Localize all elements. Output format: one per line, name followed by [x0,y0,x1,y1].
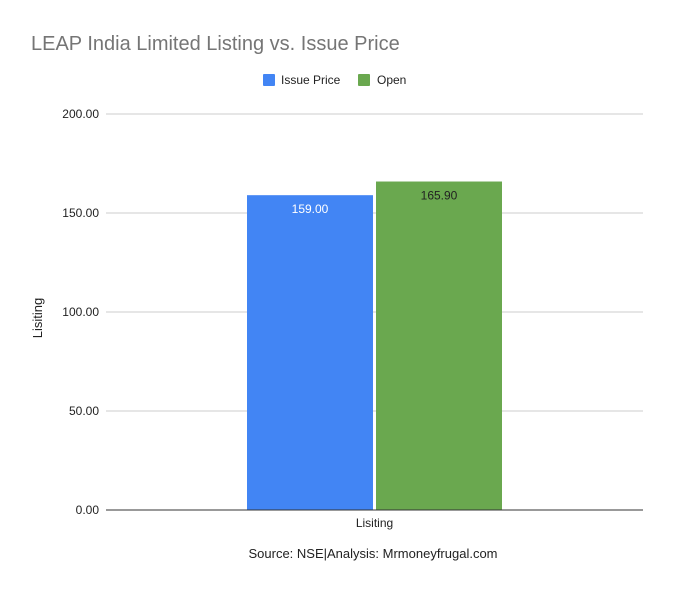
legend-label-0: Issue Price [281,73,341,87]
y-axis-ticks: 0.00 50.00 100.00 150.00 200.00 [62,107,99,517]
y-tick-label-2: 100.00 [62,305,99,319]
legend-swatch-1 [358,74,370,86]
x-axis-ticks: Lisiting [356,516,393,530]
legend-swatch-0 [263,74,275,86]
y-tick-label-4: 200.00 [62,107,99,121]
gridlines [106,113,643,412]
bar-value-label-1: 165.90 [421,189,458,203]
bar-data-labels: 159.00 165.90 [292,189,458,217]
bar-1 [376,181,502,510]
source-note: Source: NSE|Analysis: Mrmoneyfrugal.com [248,546,497,561]
y-tick-label-1: 50.00 [69,404,99,418]
x-tick-label-0: Lisiting [356,516,393,530]
chart-title: LEAP India Limited Listing vs. Issue Pri… [31,33,400,55]
bar-0 [247,195,373,510]
legend-label-1: Open [377,73,406,87]
y-axis-label: Lisiting [30,298,45,338]
y-tick-label-3: 150.00 [62,206,99,220]
legend: Issue Price Open [263,73,406,87]
y-tick-label-0: 0.00 [76,503,100,517]
bar-value-label-0: 159.00 [292,202,329,216]
bars [247,181,502,510]
